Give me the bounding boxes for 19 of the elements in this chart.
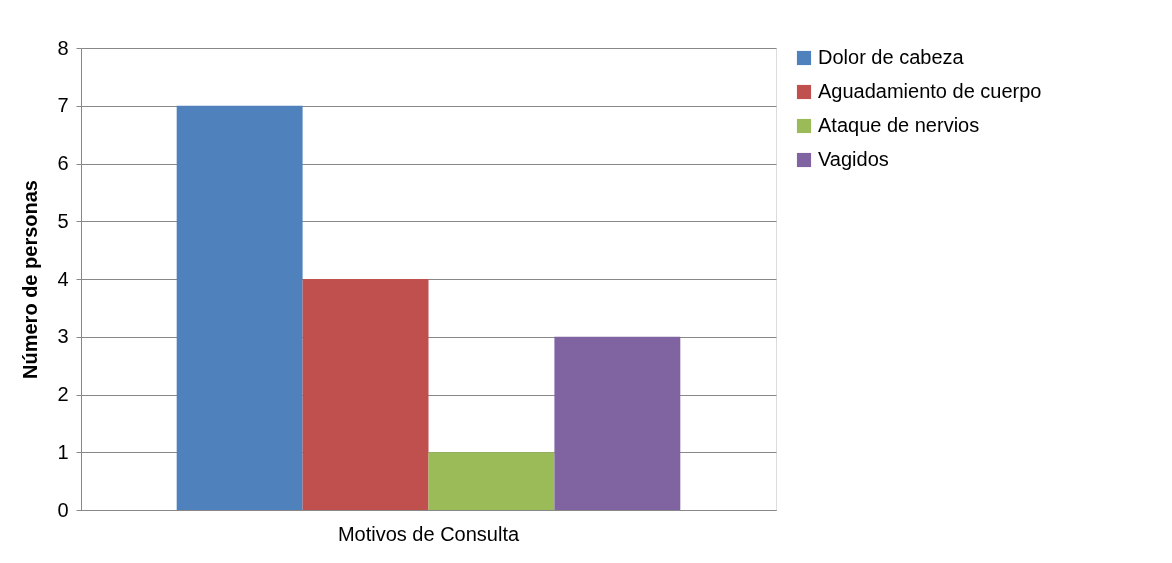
bar	[176, 105, 303, 510]
y-tick-label: 1	[57, 440, 69, 463]
bar	[554, 336, 681, 510]
legend-label: Dolor de cabeza	[818, 46, 965, 68]
y-tick-label: 5	[57, 209, 69, 232]
legend-label: Aguadamiento de cuerpo	[818, 80, 1042, 102]
x-tick-label: Motivos de Consulta	[337, 522, 520, 545]
y-tick-label: 0	[57, 498, 69, 521]
bar	[428, 452, 555, 510]
legend-label: Ataque de nervios	[818, 114, 980, 136]
y-tick-label: 7	[57, 94, 69, 117]
y-tick-label: 3	[57, 325, 69, 348]
y-tick-label: 6	[57, 152, 69, 174]
y-axis-title: Número de personas	[19, 180, 42, 379]
bar	[302, 279, 429, 510]
y-tick-label: 2	[57, 383, 69, 405]
y-tick-label: 8	[57, 36, 69, 59]
legend-label: Vagidos	[818, 148, 889, 170]
y-tick-label: 4	[57, 267, 69, 290]
